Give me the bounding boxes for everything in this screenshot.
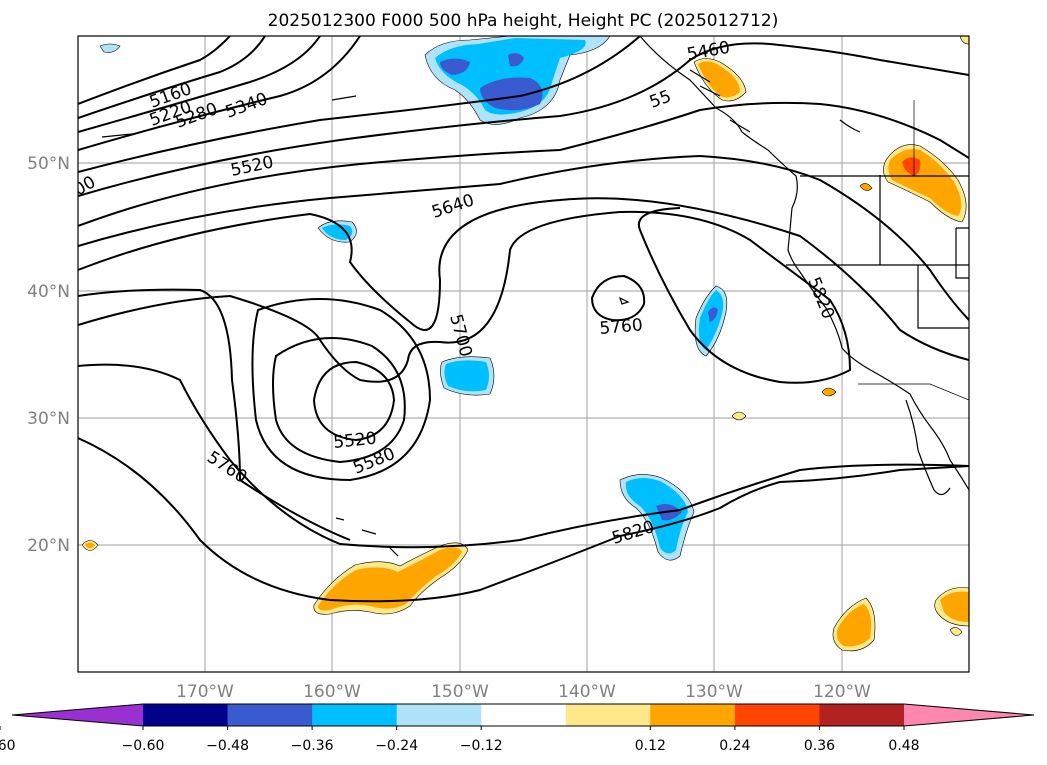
colorbar-tick-label: −0.12: [460, 738, 503, 754]
colorbar-tick-label: 0.36: [804, 738, 835, 754]
figure-title: 2025012300 F000 500 hPa height, Height P…: [268, 11, 779, 31]
contour-labels: 5160 5220 5280 5340 5460 5520 5640 5700 …: [78, 38, 838, 549]
colorbar-segment: [734, 704, 820, 726]
colorbar-segment: [819, 704, 905, 726]
colorbar-segment: [565, 704, 651, 726]
colorbar-extend-min: [12, 704, 143, 726]
colorbar-tick-label: 0.48: [888, 738, 919, 754]
lat-label: 30°N: [27, 409, 70, 429]
colorbar-segment: [396, 704, 482, 726]
lon-label: 130°W: [685, 682, 743, 702]
lon-label: 140°W: [558, 682, 616, 702]
colorbar-tick-label: −0.48: [206, 738, 249, 754]
colorbar-segment: [481, 704, 567, 726]
map-panel: 5160 5220 5280 5340 5460 5520 5640 5700 …: [77, 35, 970, 673]
lat-label: 50°N: [27, 154, 70, 174]
colorbar-tick-label: −0.60: [122, 738, 165, 754]
lat-label: 20°N: [27, 536, 70, 556]
lon-label: 150°W: [431, 682, 489, 702]
lon-label: 160°W: [303, 682, 361, 702]
map-frame: [77, 35, 970, 673]
lon-labels: 170°W 160°W 150°W 140°W 130°W 120°W: [176, 682, 871, 702]
height-contours: [78, 36, 969, 603]
lon-label: 170°W: [176, 682, 234, 702]
lon-label: 120°W: [813, 682, 871, 702]
colorbar: [11, 703, 1035, 727]
contour-label: 5760: [599, 315, 644, 339]
colorbar-segment: [227, 704, 313, 726]
colorbar-ticks: −0.60 −0.48 −0.36 −0.24 −0.12 0.12 0.24 0.36 0.4…: [0, 726, 920, 754]
colorbar-segment: [650, 704, 736, 726]
colorbar-tick-label: −0.36: [291, 738, 334, 754]
colorbar-segment: [312, 704, 398, 726]
colorbar-extend-max: [904, 704, 1034, 726]
lat-labels: 50°N 40°N 30°N 20°N: [27, 154, 70, 556]
lat-label: 40°N: [27, 282, 70, 302]
colorbar-tick-label: 0.24: [719, 738, 750, 754]
colorbar-tick-label: 0.60: [0, 738, 16, 754]
colorbar-segment: [143, 704, 229, 726]
contour-label: 5520: [332, 429, 377, 453]
colorbar-tick-label: 0.12: [635, 738, 666, 754]
colorbar-tick-label: −0.24: [375, 738, 418, 754]
